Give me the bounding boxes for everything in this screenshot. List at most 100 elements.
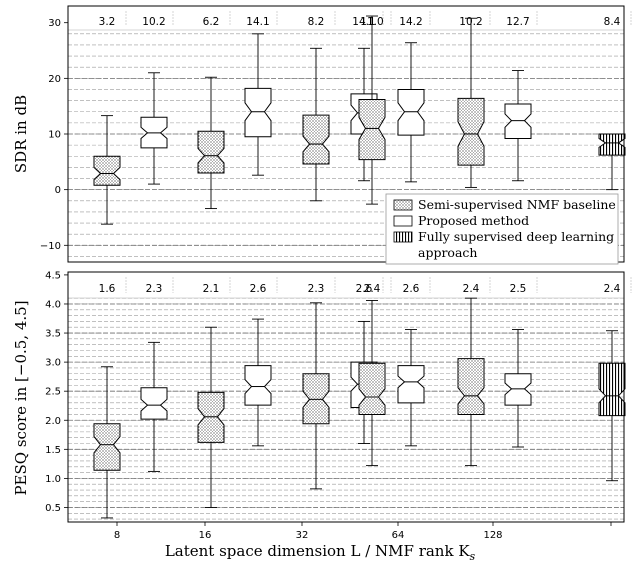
box-body <box>93 423 121 471</box>
box-vlines <box>598 330 626 482</box>
legend-swatch-nmf <box>393 199 413 211</box>
y-tick-label: 1.0 <box>45 474 61 485</box>
box-body <box>197 391 225 443</box>
y-tick-label: 1.5 <box>45 445 61 456</box>
box-body <box>504 373 532 406</box>
legend-frame <box>385 193 619 265</box>
x-tick-label: 16 <box>199 530 212 541</box>
sdr-y-axis-title: SDR in dB <box>12 95 30 173</box>
box-body <box>598 362 626 417</box>
median-label: 2.6 <box>403 283 420 295</box>
sdr-median-labels: 3.2 10.2 6.2 14.1 8.2 14.111.0 14.2 10.2 12.7 8.4 <box>99 11 632 28</box>
box-body <box>358 362 386 415</box>
median-label: 2.4 <box>463 283 480 295</box>
box-dots <box>302 47 330 202</box>
box-dots <box>93 366 121 519</box>
box-body <box>197 130 225 174</box>
y-tick-label: 4.0 <box>45 299 61 310</box>
x-tick-label: 8 <box>114 530 120 541</box>
x-ticks: 8 16 32 64 128 <box>114 522 612 541</box>
box-dots <box>197 76 225 210</box>
legend-label-nmf: Semi-supervised NMF baseline <box>418 197 616 212</box>
box-body <box>244 365 272 406</box>
y-tick-label: 0.5 <box>45 503 61 514</box>
legend-label-proposed: Proposed method <box>418 213 529 228</box>
box-vlines <box>598 133 626 191</box>
x-axis-title: Latent space dimension L / NMF rank Ks <box>165 542 476 563</box>
pesq-axes-frame <box>67 271 625 523</box>
box-dots <box>302 302 330 490</box>
box-body <box>93 155 121 186</box>
y-tick-label: −10 <box>40 241 61 252</box>
median-label: 6.2 <box>203 16 220 28</box>
box-dots <box>358 300 386 467</box>
median-label: 2.6 <box>356 283 373 295</box>
sdr-panel: 3.2 10.2 6.2 14.1 8.2 14.111.0 14.2 10.2 12.7 8.4… <box>12 5 632 265</box>
sdr-y-ticks: −10 0 10 20 30 <box>40 18 68 252</box>
y-tick-label: 3.5 <box>45 329 61 340</box>
box-body <box>140 387 168 420</box>
y-tick-label: 30 <box>48 18 61 29</box>
median-label: 1.6 <box>99 283 116 295</box>
median-label: 8.4 <box>604 16 621 28</box>
y-tick-label: 2.5 <box>45 387 61 398</box>
pesq-median-labels: 1.6 2.3 2.1 2.6 2.3 2.62.4 2.6 2.4 2.5 2.4 <box>99 277 632 295</box>
box-dots <box>358 15 386 205</box>
box-body <box>598 133 626 156</box>
pesq-y-ticks: 0.5 1.0 1.5 2.0 2.5 3.0 3.5 4.0 4.5 <box>45 270 68 514</box>
box-body <box>457 358 485 415</box>
median-label: 14.1 <box>352 16 375 28</box>
x-tick-label: 128 <box>483 530 502 541</box>
box-body <box>358 98 386 161</box>
pesq-panel: 1.6 2.3 2.1 2.6 2.3 2.62.4 2.6 2.4 2.5 2.4 0.51.0… <box>12 270 632 563</box>
x-axis-title-subscript: s <box>470 550 476 563</box>
box-none <box>397 329 425 447</box>
legend-swatch-supervised <box>393 231 413 243</box>
median-label: 10.2 <box>142 16 165 28</box>
y-tick-label: 2.0 <box>45 416 61 427</box>
x-tick-label: 32 <box>296 530 309 541</box>
box-body <box>244 87 272 138</box>
sdr-boxes <box>93 15 626 225</box>
median-label: 12.7 <box>506 16 529 28</box>
box-dots <box>457 17 485 188</box>
y-tick-label: 3.0 <box>45 358 61 369</box>
median-label: 2.3 <box>308 283 325 295</box>
y-tick-label: 0 <box>55 185 61 196</box>
median-label: 3.2 <box>99 16 116 28</box>
median-label: 14.2 <box>399 16 422 28</box>
box-body <box>397 365 425 404</box>
box-body <box>457 97 485 166</box>
pesq-y-axis-title-text: PESQ score in [−0.5, 4.5] <box>12 300 30 495</box>
median-label: 14.1 <box>246 16 269 28</box>
box-body <box>397 88 425 136</box>
median-label: 11.0 <box>360 16 383 28</box>
box-body <box>504 103 532 139</box>
median-label: 2.6 <box>250 283 267 295</box>
box-none <box>397 42 425 183</box>
pesq-y-axis-title: PESQ score in [−0.5, 4.5] <box>12 300 30 495</box>
box-dots <box>197 326 225 508</box>
x-tick-label: 64 <box>392 530 405 541</box>
legend: Semi-supervised NMF baseline Proposed me… <box>385 193 619 265</box>
box-body <box>302 373 330 425</box>
median-label: 2.3 <box>146 283 163 295</box>
y-tick-label: 4.5 <box>45 270 61 281</box>
legend-label-supervised: Fully supervised deep learning <box>418 229 614 244</box>
box-dots <box>457 297 485 467</box>
box-none <box>140 72 168 185</box>
box-body <box>302 114 330 165</box>
box-none <box>244 33 272 176</box>
box-none <box>504 329 532 448</box>
median-label: 2.1 <box>203 283 220 295</box>
legend-swatch-proposed <box>393 215 413 227</box>
box-none <box>140 341 168 472</box>
y-tick-label: 10 <box>48 130 61 141</box>
pesq-boxes <box>93 297 626 519</box>
median-label: 2.4 <box>604 283 621 295</box>
box-none <box>244 318 272 447</box>
pesq-median-strip <box>67 271 625 299</box>
box-dots <box>93 115 121 225</box>
median-label: 8.2 <box>308 16 325 28</box>
